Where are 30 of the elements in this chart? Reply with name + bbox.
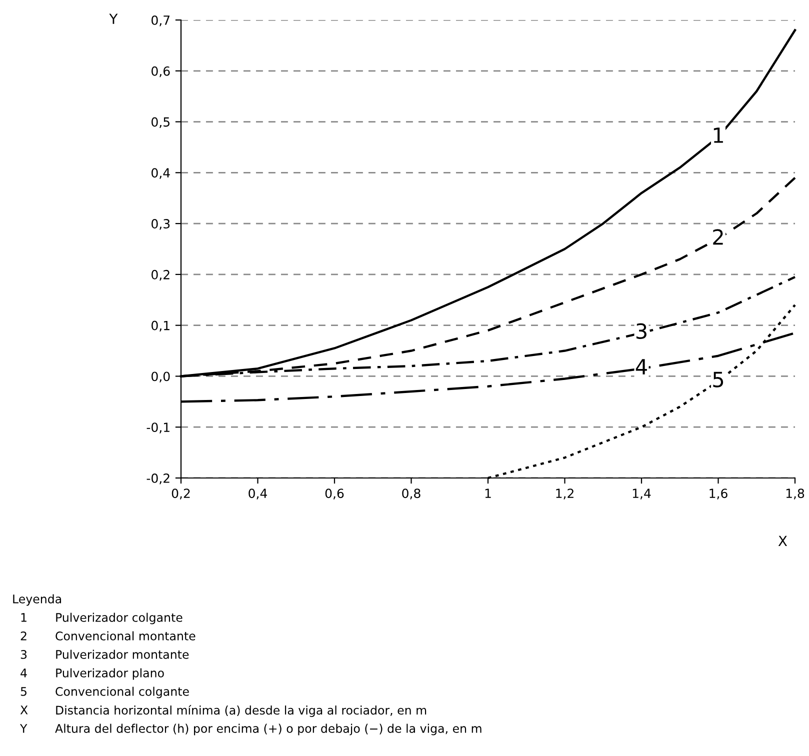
y-tick-label: 0,6 bbox=[152, 66, 170, 78]
x-tick-label: 1,4 bbox=[632, 488, 651, 500]
x-tick-label: 0,6 bbox=[325, 488, 344, 500]
x-axis-title: X bbox=[778, 536, 788, 546]
y-tick-label: 0,0 bbox=[152, 372, 170, 382]
y-axis-title: Y bbox=[109, 14, 118, 24]
text: X Distancia horizontal mínima (a) desde la viga al rociador, en m bbox=[20, 705, 426, 717]
y-tick-label: -0,1 bbox=[146, 422, 170, 434]
text: 4 Pulverizador plano bbox=[20, 668, 164, 680]
y-tick-label: 0,3 bbox=[152, 219, 170, 230]
x-tick-label: 0,8 bbox=[402, 488, 420, 500]
text: 1 Pulverizador colgante bbox=[21, 612, 182, 624]
x-tick-label: 1,8 bbox=[786, 488, 804, 500]
series-label: 2 bbox=[713, 229, 723, 245]
x-tick-label: 0,4 bbox=[248, 488, 267, 500]
text: 2 Convencional montante bbox=[20, 631, 196, 640]
y-tick-label: 0,1 bbox=[152, 320, 170, 332]
y-tick-label: 0,7 bbox=[152, 15, 170, 26]
text: Leyenda bbox=[13, 594, 62, 606]
text: Y Altura del deflector (h) por encima (+) o por debajo (−) de la viga, en m bbox=[20, 724, 482, 736]
y-tick-label: 0,5 bbox=[152, 117, 170, 128]
y-tick-label: 0,4 bbox=[152, 168, 170, 179]
x-tick-label: 1,6 bbox=[710, 488, 728, 500]
y-tick-label: -0,2 bbox=[146, 473, 170, 484]
text: 5 Convencional colgante bbox=[20, 686, 189, 698]
y-tick-label: 0,2 bbox=[152, 270, 170, 281]
x-tick-label: 1,2 bbox=[556, 488, 574, 500]
x-tick-label: 1 bbox=[485, 488, 491, 498]
x-tick-label: 0,2 bbox=[172, 488, 190, 500]
text: 3 Pulverizador montante bbox=[20, 650, 189, 659]
